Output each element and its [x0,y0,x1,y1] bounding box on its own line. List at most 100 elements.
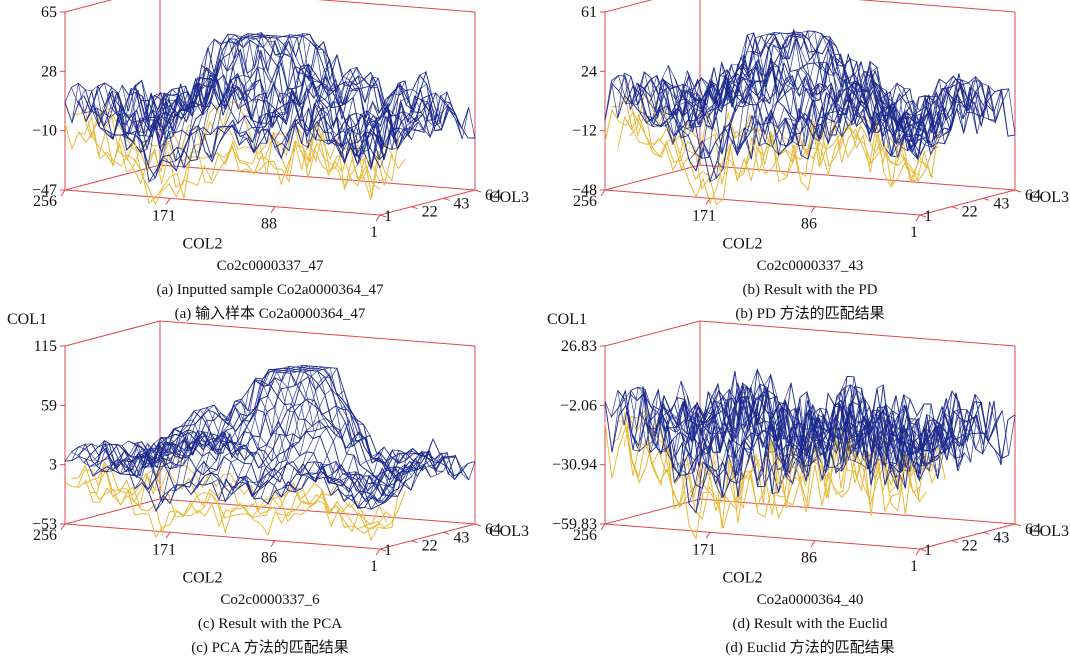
y-tick-mark [951,206,958,210]
surface-col-line [127,74,224,153]
surface-col-line [611,389,708,453]
surface-col-line [863,398,960,479]
y-axis-label: COL3 [489,523,529,540]
z-tick-label: −10 [32,123,57,140]
surface-mesh [64,365,476,542]
surface-col-line [323,447,420,497]
y-tick-mark [379,548,387,552]
surface-col-line [239,366,336,496]
x-tick-label: 171 [692,207,716,224]
x-tick-label: 256 [33,193,57,210]
surface-row-line [159,70,476,139]
y-tick-mark [919,548,927,552]
y-tick-mark [1014,189,1022,193]
surface-col-line [162,57,259,163]
surface-underside-line [611,96,927,206]
box-edge [604,320,701,347]
surface-col-line [828,81,925,142]
surface-col-line [92,88,189,136]
surface-col-line [225,34,322,135]
x-tick-mark [60,189,66,197]
surface-col-line [912,412,1009,481]
surface-underside-line [64,123,381,204]
z-tick-label: 59 [41,397,57,414]
surface-col-line [800,384,897,468]
box-edge [64,189,381,216]
surface-mesh [604,28,1016,206]
x-tick-mark [60,523,66,531]
surface-col-line [744,407,841,487]
surface-col-line [695,50,792,171]
box-edge [379,523,476,550]
surface-col-line [162,406,259,496]
surface-row-line [115,371,432,497]
box-edge [64,498,161,525]
surface-col-line [870,75,967,147]
surface-col-line [807,399,904,477]
surface-col-line [660,383,757,468]
surface-col-line [639,80,736,127]
surface-col-line [351,91,448,170]
surface-col-line [113,431,210,475]
surface-col-line [99,431,196,473]
x-tick-label: 171 [152,541,176,558]
y-tick-label: 22 [962,538,978,555]
surface-col-line [709,42,806,182]
z-axis-label: COL1 [7,311,47,328]
surface-col-line [295,76,392,130]
panel-d: 26.83 −2.06 −30.94 −59.83 COL1 256 171 86 1 COL2 1… [547,311,1069,656]
surface-col-line [218,366,315,502]
box-edge [699,320,1016,347]
surface-underside-line [604,108,921,205]
surface-col-line [127,430,224,476]
z-tick-label: 65 [41,4,57,21]
surface-col-line [204,377,301,486]
surface-col-line [232,365,329,498]
surface-col-line [807,76,904,160]
surface-col-line [870,416,967,486]
surface-col-line [190,398,287,495]
surface-col-line [919,401,1016,472]
y-axis-label: COL3 [489,189,529,206]
x-tick-mark [270,206,276,213]
surface-col-line [267,388,364,505]
y-axis-label: COL3 [1029,523,1069,540]
y-tick-mark [411,540,418,544]
surface-col-line [905,422,1002,479]
box-edge [604,523,921,550]
x-tick-mark [165,198,171,205]
z-tick-label: 3 [49,457,57,474]
box-edge [159,164,476,191]
y-tick-label: 43 [993,195,1009,212]
x-tick-mark [705,198,711,205]
surface-row-line [140,365,457,471]
x-tick-mark [375,214,381,222]
surface-col-line [618,386,715,446]
surface-col-line [330,71,427,154]
surface-row-line [134,33,450,137]
caption-sample-name: Co2c0000337_47 [217,258,324,274]
surface-col-line [730,31,827,156]
y-tick-label: 22 [422,538,438,555]
surface-col-line [723,28,820,153]
y-tick-label: 22 [962,204,978,221]
surface-col-line [653,73,750,144]
z-tick-label: 26.83 [561,338,597,355]
surface-col-line [625,77,722,118]
surface-mesh [64,31,476,206]
caption-chinese: (c) PCA 方法的匹配结果 [191,639,349,656]
surface-col-line [702,32,799,156]
surface-col-line [358,97,455,167]
y-tick-label: 1 [924,208,932,225]
x-tick-label: 1 [370,224,378,241]
surface-underside-line [71,464,387,536]
box-edge [159,498,476,525]
x-tick-label: 1 [370,558,378,575]
surface-col-line [842,91,939,136]
caption-english: (b) Result with the PD [743,282,878,298]
surface-col-line [274,75,371,159]
y-tick-mark [443,197,450,201]
x-tick-mark [810,206,816,213]
caption-sample-name: Co2c0000337_43 [757,258,864,274]
surface-col-line [218,35,315,144]
